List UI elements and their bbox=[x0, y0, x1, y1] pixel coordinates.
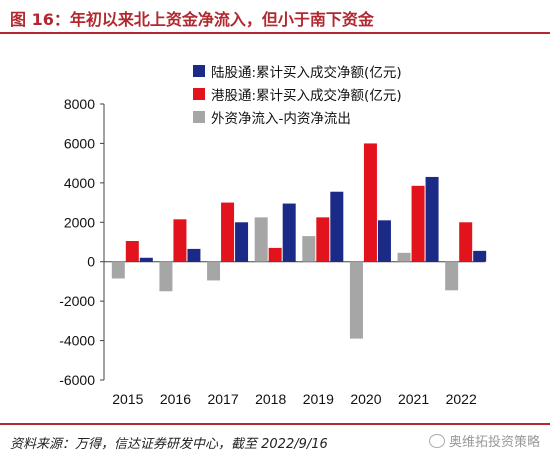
source-footer: 资料来源：万得，信达证券研发中心，截至 2022/9/16 奥维拓投资策略 bbox=[0, 423, 550, 460]
x-tick-label: 2016 bbox=[160, 391, 191, 407]
watermark-text: 奥维拓投资策略 bbox=[448, 435, 540, 450]
legend-item-northbound: 陆股通:累计买入成交净额(亿元) bbox=[193, 62, 402, 81]
bar-northbound-2017 bbox=[235, 222, 249, 262]
legend-swatch-northbound bbox=[193, 65, 205, 77]
legend-label-net: 外资净流入-内资净流出 bbox=[211, 111, 351, 127]
bar-northbound-2020 bbox=[377, 220, 391, 262]
bar-net-2018 bbox=[254, 217, 268, 262]
bar-northbound-2016 bbox=[187, 248, 201, 262]
bar-net-2021 bbox=[397, 252, 411, 262]
y-tick-label: 6000 bbox=[64, 135, 95, 151]
legend-swatch-net bbox=[193, 111, 205, 123]
bar-northbound-2018 bbox=[282, 203, 296, 262]
bar-southbound-2018 bbox=[268, 247, 282, 262]
x-tick-label: 2019 bbox=[303, 391, 334, 407]
x-tick-label: 2015 bbox=[112, 391, 143, 407]
y-tick-label: 2000 bbox=[64, 214, 95, 230]
legend-label-northbound: 陆股通:累计买入成交净额(亿元) bbox=[211, 65, 402, 81]
chart-title: 图 16：年初以来北上资金净流入，但小于南下资金 bbox=[10, 10, 374, 29]
legend-swatch-southbound bbox=[193, 88, 205, 100]
bar-net-2015 bbox=[111, 261, 125, 279]
y-tick-label: 4000 bbox=[64, 175, 95, 191]
title-bar: 图 16：年初以来北上资金净流入，但小于南下资金 bbox=[0, 0, 550, 34]
bar-net-2019 bbox=[302, 236, 316, 262]
watermark: 奥维拓投资策略 bbox=[428, 431, 540, 450]
y-tick-label: -4000 bbox=[59, 333, 95, 349]
x-tick-label: 2021 bbox=[398, 391, 429, 407]
x-tick-label: 2017 bbox=[207, 391, 238, 407]
y-tick-label: -6000 bbox=[59, 372, 95, 388]
y-tick-label: 0 bbox=[87, 254, 95, 270]
x-tick-label: 2022 bbox=[446, 391, 477, 407]
wechat-icon bbox=[428, 433, 445, 448]
legend-label-southbound: 港股通:累计买入成交净额(亿元) bbox=[211, 88, 402, 104]
bar-net-2016 bbox=[159, 261, 173, 292]
legend-item-southbound: 港股通:累计买入成交净额(亿元) bbox=[193, 85, 402, 104]
x-tick-label: 2018 bbox=[255, 391, 286, 407]
bar-net-2017 bbox=[207, 261, 221, 281]
bar-northbound-2022 bbox=[473, 250, 487, 262]
bar-net-2020 bbox=[349, 261, 363, 339]
bar-southbound-2019 bbox=[316, 217, 330, 262]
bar-northbound-2015 bbox=[139, 257, 153, 262]
bar-southbound-2017 bbox=[221, 202, 235, 262]
y-tick-label: 8000 bbox=[64, 96, 95, 112]
x-tick-label: 2020 bbox=[350, 391, 381, 407]
bar-northbound-2021 bbox=[425, 176, 439, 262]
bar-southbound-2016 bbox=[173, 219, 187, 262]
bar-northbound-2019 bbox=[330, 191, 344, 262]
source-text: 资料来源：万得，信达证券研发中心，截至 2022/9/16 bbox=[10, 437, 328, 452]
bar-southbound-2022 bbox=[459, 222, 473, 262]
bar-net-2022 bbox=[445, 261, 459, 291]
bar-southbound-2015 bbox=[125, 241, 139, 262]
y-tick-label: -2000 bbox=[59, 293, 95, 309]
bar-southbound-2021 bbox=[411, 185, 425, 262]
bar-southbound-2020 bbox=[363, 143, 377, 262]
legend-item-net: 外资净流入-内资净流出 bbox=[193, 108, 351, 127]
